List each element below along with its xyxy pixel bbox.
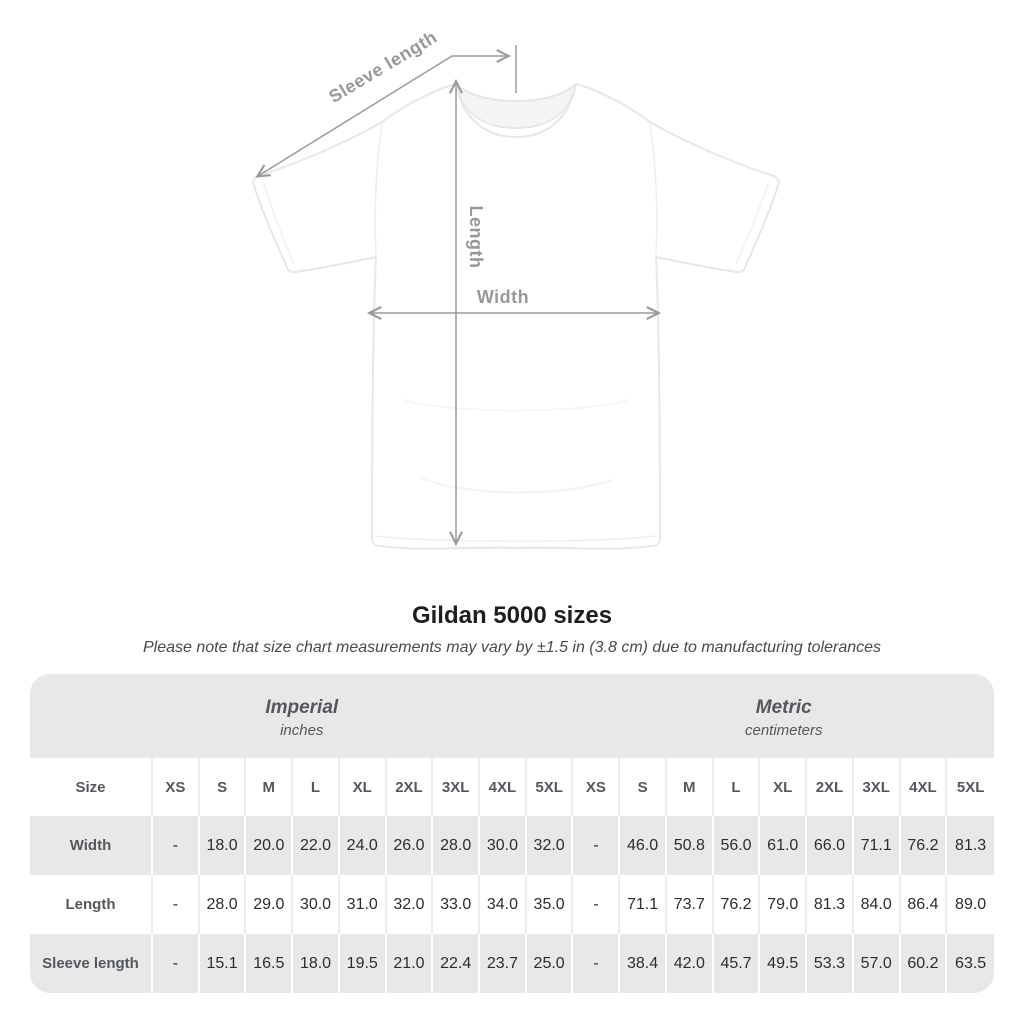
measurement-cell: 63.5	[947, 934, 994, 993]
imperial-unit-label: inches	[280, 722, 324, 739]
measurement-cell: 30.0	[293, 875, 340, 934]
measurement-cell: 35.0	[526, 875, 574, 934]
measurement-cell: 32.0	[526, 816, 574, 875]
imperial-label: Imperial	[265, 697, 339, 718]
tolerance-note: Please note that size chart measurements…	[142, 639, 882, 656]
measurement-cell: 81.3	[947, 816, 994, 875]
measurement-cell: 56.0	[713, 816, 761, 875]
tshirt-diagram: Sleeve length Length Width	[252, 27, 780, 550]
size-header-xl: XL	[760, 758, 808, 816]
measurement-cell: -	[153, 934, 200, 993]
measurement-cell: 38.4	[620, 934, 667, 993]
measurement-cell: 71.1	[620, 875, 667, 934]
tshirt-illustration: Sleeve length Length Width	[252, 27, 780, 550]
measurement-cell: 34.0	[480, 875, 527, 934]
measurement-cell: 22.4	[433, 934, 481, 993]
size-header-4xl: 4XL	[480, 758, 527, 816]
size-header-xl: XL	[339, 758, 387, 816]
width-label: Width	[477, 287, 529, 307]
measurement-cell: 53.3	[807, 934, 854, 993]
size-header-3xl: 3XL	[433, 758, 481, 816]
measurement-cell: 25.0	[526, 934, 574, 993]
measurement-cell: 22.0	[293, 816, 340, 875]
size-header-2xl: 2XL	[386, 758, 434, 816]
measurement-cell: 76.2	[713, 875, 761, 934]
measurement-cell: 60.2	[900, 934, 948, 993]
measurement-cell: 18.0	[293, 934, 340, 993]
size-header-xs: XS	[573, 758, 621, 816]
measurement-cell: -	[153, 875, 200, 934]
size-header-5xl: 5XL	[526, 758, 574, 816]
metric-group-header: Metric centimeters	[574, 674, 995, 758]
size-grid: Size XS S M L XL 2XL 3XL 4XL 5XL XS S M L XL 2XL 3XL 4XL 5…	[30, 758, 994, 993]
measurement-cell: 30.0	[480, 816, 527, 875]
measurement-cell: -	[573, 816, 621, 875]
sleeve-length-label: Sleeve length	[325, 27, 440, 107]
measurement-cell: 89.0	[947, 875, 994, 934]
measurement-cell: 16.5	[246, 934, 294, 993]
size-header-s: S	[199, 758, 247, 816]
measurement-cell: -	[153, 816, 200, 875]
measurement-cell: 15.1	[199, 934, 247, 993]
size-header-m: M	[666, 758, 714, 816]
sleeve-length-arrow	[255, 49, 512, 178]
measurement-cell: 33.0	[433, 875, 481, 934]
size-header-l: L	[293, 758, 340, 816]
metric-unit-label: centimeters	[744, 722, 823, 739]
measurement-cell: 18.0	[199, 816, 247, 875]
measurement-cell: 71.1	[853, 816, 901, 875]
measurement-cell: 81.3	[807, 875, 854, 934]
size-header-m: M	[246, 758, 294, 816]
page-title: Gildan 5000 sizes	[411, 602, 613, 629]
measurement-cell: 73.7	[666, 875, 714, 934]
size-header-xs: XS	[153, 758, 200, 816]
measurement-cell: 61.0	[760, 816, 808, 875]
measurement-cell: 24.0	[339, 816, 387, 875]
measurement-cell: 49.5	[760, 934, 808, 993]
metric-label: Metric	[755, 697, 812, 718]
measurement-cell: 66.0	[807, 816, 854, 875]
row-label: Length	[30, 875, 153, 934]
measurement-cell: 31.0	[339, 875, 387, 934]
measurement-cell: 20.0	[246, 816, 294, 875]
imperial-group-header: Imperial inches	[30, 674, 574, 758]
size-header-s: S	[620, 758, 667, 816]
measurement-cell: 76.2	[900, 816, 948, 875]
size-header-l: L	[713, 758, 761, 816]
measurement-cell: -	[573, 934, 621, 993]
measurement-cell: 28.0	[433, 816, 481, 875]
measurement-cell: 21.0	[386, 934, 434, 993]
size-header-4xl: 4XL	[900, 758, 948, 816]
measurement-cell: 26.0	[386, 816, 434, 875]
measurement-cell: 86.4	[900, 875, 948, 934]
size-header-3xl: 3XL	[853, 758, 901, 816]
measurement-cell: 79.0	[760, 875, 808, 934]
measurement-cell: 32.0	[386, 875, 434, 934]
size-header-5xl: 5XL	[947, 758, 994, 816]
measurement-cell: 29.0	[246, 875, 294, 934]
measurement-cell: 42.0	[666, 934, 714, 993]
measurement-cell: 57.0	[853, 934, 901, 993]
length-label: Length	[466, 206, 486, 269]
measurement-cell: 46.0	[620, 816, 667, 875]
unit-group-band: Imperial inches Metric centimeters	[30, 674, 994, 758]
measurement-cell: 23.7	[480, 934, 527, 993]
row-label: Sleeve length	[30, 934, 153, 993]
measurement-cell: 50.8	[666, 816, 714, 875]
measurement-cell: 84.0	[853, 875, 901, 934]
measurement-cell: -	[573, 875, 621, 934]
size-header-2xl: 2XL	[807, 758, 854, 816]
tshirt-shape	[252, 83, 780, 550]
size-table: Imperial inches Metric centimeters Size X…	[30, 674, 994, 993]
row-label: Width	[30, 816, 153, 875]
measurement-cell: 45.7	[713, 934, 761, 993]
size-column-header: Size	[30, 758, 153, 816]
measurement-cell: 19.5	[339, 934, 387, 993]
measurement-cell: 28.0	[199, 875, 247, 934]
